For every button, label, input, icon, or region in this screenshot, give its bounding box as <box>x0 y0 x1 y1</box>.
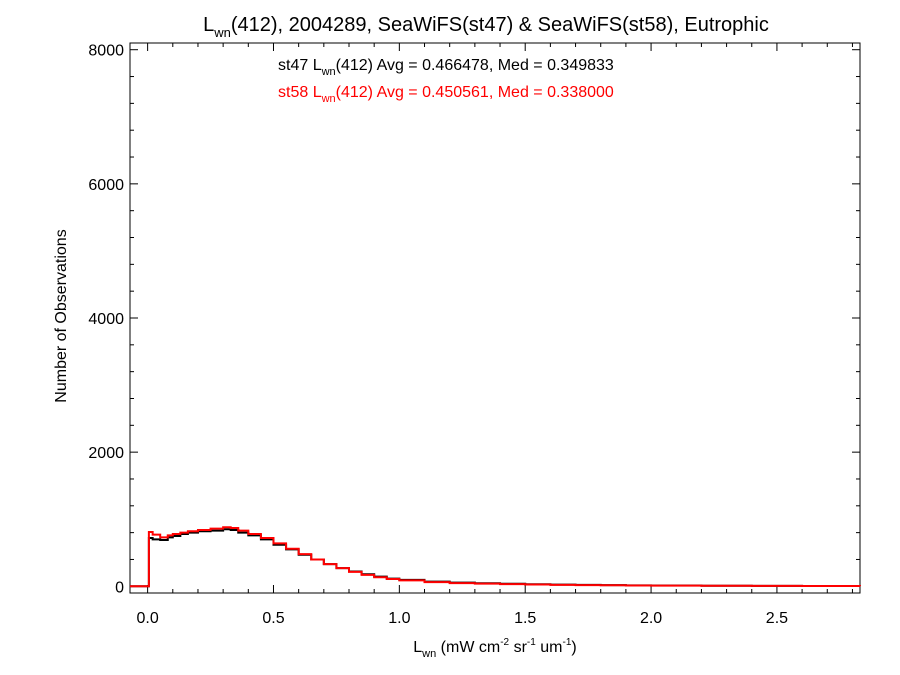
chart-title-rest: (412), 2004289, SeaWiFS(st47) & SeaWiFS(… <box>231 14 769 36</box>
x-axis-label: Lwn (mW cm-2 sr-1 um-1) <box>413 637 576 660</box>
x-axis-label-p3: um <box>536 639 563 656</box>
series-line-st47 <box>130 528 861 588</box>
y-tick-label: 8000 <box>88 43 124 60</box>
annotation-st58-post: (412) Avg = 0.450561, Med = 0.338000 <box>336 84 614 101</box>
annotation-st58-pre: st58 L <box>278 84 322 101</box>
y-tick-label: 6000 <box>88 177 124 194</box>
x-tick-label: 0.0 <box>136 610 158 627</box>
x-axis-label-sub: wn <box>421 648 436 660</box>
y-tick-label: 4000 <box>88 311 124 328</box>
series-lines <box>130 526 861 588</box>
chart-title: Lwn(412), 2004289, SeaWiFS(st47) & SeaWi… <box>203 14 769 40</box>
x-axis-label-p2: sr <box>509 639 527 656</box>
x-axis-label-base: L <box>413 639 422 656</box>
x-tick-label: 2.0 <box>640 610 662 627</box>
axis-ticks: 0.0 0.5 1.0 1.5 2.0 2.5 0 2000 4000 6000 8000 <box>88 43 860 627</box>
x-tick-label: 1.0 <box>388 610 410 627</box>
annotation-st58-sub: wn <box>321 93 336 105</box>
annotation-st47: st47 Lwn(412) Avg = 0.466478, Med = 0.34… <box>278 57 614 78</box>
annotation-st58: st58 Lwn(412) Avg = 0.450561, Med = 0.33… <box>278 84 614 105</box>
x-tick-label: 0.5 <box>262 610 284 627</box>
y-axis-label: Number of Observations <box>53 229 70 402</box>
x-axis-label-sup2: -1 <box>527 637 536 648</box>
y-tick-label: 2000 <box>88 445 124 462</box>
x-tick-label: 1.5 <box>514 610 536 627</box>
chart-title-sub: wn <box>213 25 231 40</box>
x-axis-label-p4: ) <box>571 639 576 656</box>
chart-title-base: L <box>203 14 214 36</box>
x-tick-label: 2.5 <box>766 610 788 627</box>
plot-frame <box>129 42 861 594</box>
annotation-st47-pre: st47 L <box>278 57 322 74</box>
x-axis-label-sup3: -1 <box>562 637 571 648</box>
x-axis-label-p1: (mW cm <box>436 639 500 656</box>
annotation-st47-post: (412) Avg = 0.466478, Med = 0.349833 <box>336 57 614 74</box>
y-tick-label: 0 <box>115 579 124 596</box>
annotation-st47-sub: wn <box>321 66 336 78</box>
x-axis-label-sup1: -2 <box>500 637 509 648</box>
series-line-st58 <box>130 526 861 588</box>
